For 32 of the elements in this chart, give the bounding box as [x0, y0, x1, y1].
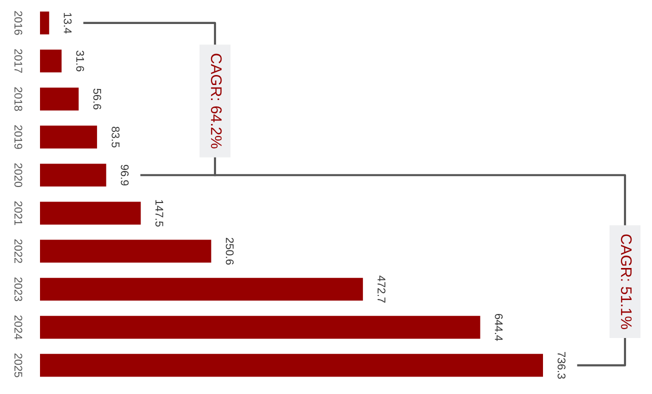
bar [40, 316, 480, 339]
data-label: 56.6 [93, 88, 102, 110]
data-label: 472.7 [378, 276, 386, 303]
bar [40, 50, 62, 72]
bar [40, 12, 50, 34]
annotation: CAGR: 64.2% [210, 54, 222, 148]
y-tick-label: 2019 [14, 125, 22, 149]
bar [40, 202, 141, 225]
data-label: 83.5 [112, 126, 120, 148]
data-label: 644.4 [494, 314, 503, 341]
bar [40, 278, 363, 301]
y-tick-label: 2016 [14, 11, 22, 35]
data-label: 147.5 [155, 200, 164, 227]
y-tick-label: 2020 [14, 163, 22, 188]
data-label: 31.6 [76, 50, 84, 72]
y-tick-label: 2024 [14, 315, 22, 340]
bar [40, 240, 212, 263]
bar [40, 354, 543, 377]
bar [40, 88, 79, 110]
bar [40, 126, 98, 148]
text: CAGR: 51.1% [620, 234, 632, 330]
data-label: 13.4 [64, 12, 72, 34]
y-tick-label: 2023 [14, 277, 22, 302]
y-tick-label: 2022 [14, 239, 22, 264]
y-tick-label: 2017 [14, 49, 22, 73]
data-label: 736.3 [558, 352, 566, 379]
y-tick-label: 2021 [14, 201, 22, 225]
bar [40, 164, 106, 187]
data-label: 96.9 [120, 164, 129, 186]
data-label: 250.6 [226, 238, 234, 265]
y-tick-label: 2025 [14, 354, 22, 378]
y-tick-label: 2018 [14, 87, 22, 111]
